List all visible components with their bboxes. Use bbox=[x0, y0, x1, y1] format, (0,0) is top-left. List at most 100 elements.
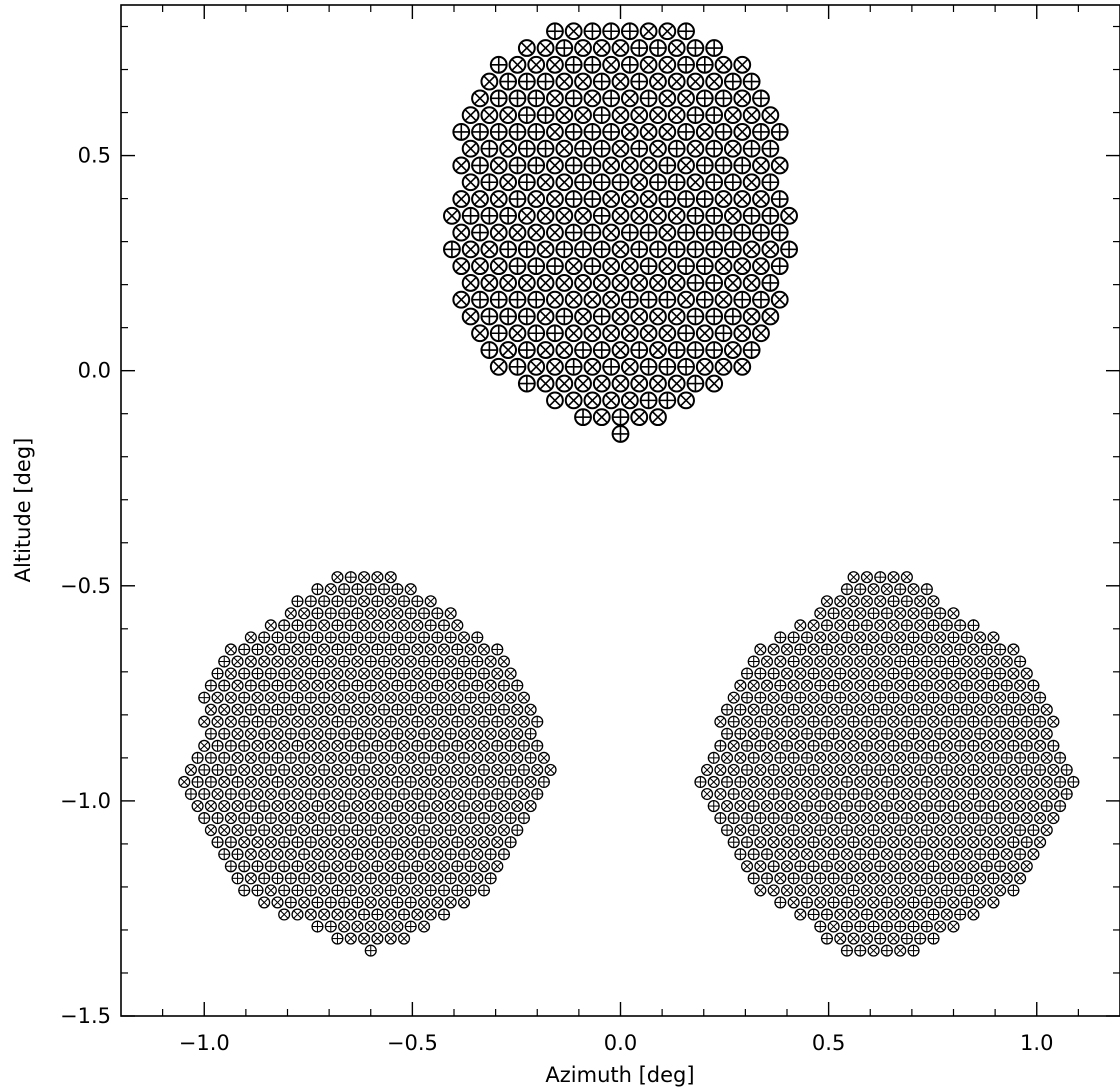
pixel-marker-cross bbox=[947, 607, 960, 620]
pixel-marker-cross bbox=[723, 341, 742, 359]
pixel-marker-cross bbox=[867, 751, 880, 764]
pixel-marker-cross bbox=[760, 775, 774, 789]
pixel-marker-cross bbox=[384, 691, 397, 704]
pixel-marker-plus bbox=[980, 667, 993, 680]
pixel-marker-cross bbox=[457, 824, 471, 837]
pixel-marker-plus bbox=[705, 206, 724, 225]
pixel-marker-plus bbox=[324, 872, 337, 885]
pixel-marker-cross bbox=[1000, 872, 1013, 885]
pixel-marker-cross bbox=[504, 715, 517, 728]
pixel-marker-plus bbox=[914, 787, 927, 801]
pixel-marker-cross bbox=[780, 667, 794, 680]
pixel-marker-cross bbox=[734, 679, 747, 692]
pixel-marker-cross bbox=[218, 703, 231, 716]
pixel-marker-plus bbox=[967, 619, 980, 632]
pixel-marker-cross bbox=[987, 896, 1000, 909]
pixel-marker-cross bbox=[734, 751, 747, 764]
pixel-marker-cross bbox=[258, 775, 271, 789]
pixel-marker-cross bbox=[705, 72, 724, 91]
pixel-marker-plus bbox=[291, 860, 304, 873]
pixel-marker-cross bbox=[338, 775, 351, 789]
pixel-marker-plus bbox=[489, 55, 508, 74]
pixel-marker-plus bbox=[954, 619, 967, 632]
pixel-marker-plus bbox=[527, 257, 546, 276]
pixel-marker-plus bbox=[224, 763, 237, 776]
pixel-marker-cross bbox=[318, 836, 331, 849]
pixel-marker-cross bbox=[378, 872, 391, 885]
pixel-marker-plus bbox=[740, 691, 754, 704]
pixel-marker-cross bbox=[437, 787, 451, 801]
pixel-marker-plus bbox=[1007, 812, 1020, 825]
pixel-marker-cross bbox=[686, 173, 705, 192]
pixel-marker-plus bbox=[264, 812, 277, 825]
pixel-marker-plus bbox=[391, 896, 404, 909]
pixel-marker-plus bbox=[907, 703, 920, 716]
pixel-marker-plus bbox=[499, 307, 518, 326]
pixel-marker-plus bbox=[364, 631, 377, 644]
pixel-marker-plus bbox=[723, 72, 742, 91]
pixel-marker-cross bbox=[218, 775, 231, 789]
pixel-marker-plus bbox=[311, 583, 324, 596]
pixel-marker-plus bbox=[555, 240, 574, 259]
pixel-marker-plus bbox=[907, 751, 920, 764]
pixel-marker-plus bbox=[397, 860, 411, 873]
pixel-marker-plus bbox=[304, 787, 317, 801]
pixel-marker-cross bbox=[291, 908, 304, 921]
pixel-marker-plus bbox=[854, 583, 867, 596]
pixel-marker-plus bbox=[934, 655, 947, 668]
pixel-marker-cross bbox=[602, 190, 621, 208]
pixel-marker-plus bbox=[424, 619, 437, 632]
pixel-marker-plus bbox=[794, 691, 807, 704]
pixel-marker-plus bbox=[517, 139, 536, 158]
pixel-marker-cross bbox=[794, 812, 807, 825]
pixel-marker-cross bbox=[331, 812, 344, 825]
pixel-marker-cross bbox=[800, 679, 814, 692]
pixel-marker-cross bbox=[894, 727, 907, 740]
pixel-marker-plus bbox=[564, 190, 583, 208]
pixel-marker-cross bbox=[244, 775, 257, 789]
pixel-marker-plus bbox=[338, 607, 351, 620]
pixel-marker-cross bbox=[840, 679, 854, 692]
pixel-marker-plus bbox=[947, 655, 960, 668]
pixel-marker-cross bbox=[742, 307, 761, 326]
pixel-marker-cross bbox=[471, 89, 489, 108]
pixel-marker-plus bbox=[358, 691, 371, 704]
pixel-marker-plus bbox=[747, 824, 760, 837]
pixel-marker-plus bbox=[947, 872, 960, 885]
pixel-marker-cross bbox=[887, 836, 900, 849]
pixel-marker-cross bbox=[800, 824, 814, 837]
pixel-marker-plus bbox=[920, 824, 933, 837]
pixel-marker-plus bbox=[686, 341, 705, 359]
pixel-marker-plus bbox=[894, 655, 907, 668]
pixel-marker-plus bbox=[1034, 763, 1047, 776]
pixel-marker-cross bbox=[900, 884, 913, 897]
pixel-marker-plus bbox=[867, 679, 880, 692]
pixel-marker-cross bbox=[331, 860, 344, 873]
pixel-marker-plus bbox=[860, 908, 873, 921]
pixel-marker-plus bbox=[331, 932, 344, 945]
pixel-marker-plus bbox=[840, 631, 854, 644]
pixel-marker-cross bbox=[639, 22, 658, 41]
pixel-marker-plus bbox=[602, 89, 621, 108]
pixel-marker-plus bbox=[860, 715, 873, 728]
pixel-marker-cross bbox=[907, 583, 920, 596]
pixel-marker-cross bbox=[1020, 667, 1033, 680]
pixel-marker-cross bbox=[658, 22, 677, 41]
pixel-marker-plus bbox=[411, 715, 424, 728]
pixel-marker-cross bbox=[934, 824, 947, 837]
pixel-marker-cross bbox=[364, 896, 377, 909]
pixel-marker-cross bbox=[867, 655, 880, 668]
pixel-marker-plus bbox=[742, 341, 761, 359]
pixel-marker-plus bbox=[874, 691, 887, 704]
pixel-marker-plus bbox=[780, 787, 794, 801]
pixel-marker-plus bbox=[1053, 751, 1067, 764]
pixel-marker-cross bbox=[774, 799, 787, 813]
pixel-marker-cross bbox=[524, 775, 537, 789]
pixel-marker-cross bbox=[940, 812, 953, 825]
pixel-marker-cross bbox=[740, 860, 754, 873]
y-tick-label: −0.5 bbox=[60, 574, 111, 598]
pixel-marker-plus bbox=[511, 775, 524, 789]
pixel-marker-plus bbox=[880, 944, 893, 957]
pixel-marker-cross bbox=[358, 619, 371, 632]
pixel-marker-cross bbox=[484, 679, 497, 692]
